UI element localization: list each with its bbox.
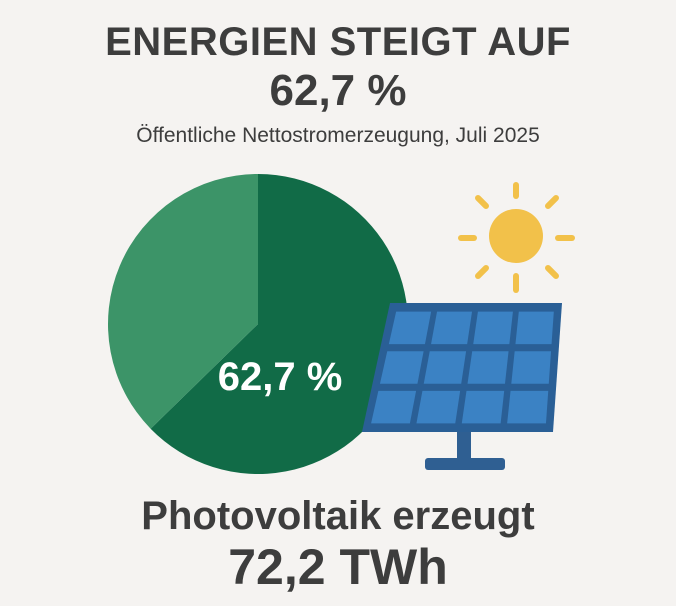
solar-cell — [467, 351, 509, 384]
solar-cell — [473, 311, 513, 345]
sun-icon — [458, 182, 575, 293]
subtitle: Öffentliche Nettostromerzeugung, Juli 20… — [136, 124, 540, 147]
solar-cell — [388, 311, 432, 345]
pie-center-label: 62,7 % — [218, 355, 343, 399]
solar-cell — [431, 311, 473, 345]
solar-cell — [461, 390, 505, 424]
solar-cell — [515, 311, 554, 345]
pie-slice-2 — [107, 174, 258, 429]
solar-panel-icon — [362, 303, 562, 470]
solar-cell — [371, 390, 417, 424]
footer-value: 72,2 TWh — [228, 539, 448, 595]
solar-cell — [423, 351, 467, 384]
solar-cell — [379, 351, 424, 384]
solar-cell — [416, 390, 461, 424]
pie-slice-1 — [150, 174, 408, 474]
page-title: ENERGIEN STEIGT AUF — [105, 20, 571, 64]
solar-cell — [507, 390, 549, 424]
footer-caption: Photovoltaik erzeugt — [141, 494, 535, 538]
pie-slices — [107, 174, 408, 474]
title-percentage: 62,7 % — [269, 66, 407, 115]
solar-cell — [511, 351, 552, 384]
